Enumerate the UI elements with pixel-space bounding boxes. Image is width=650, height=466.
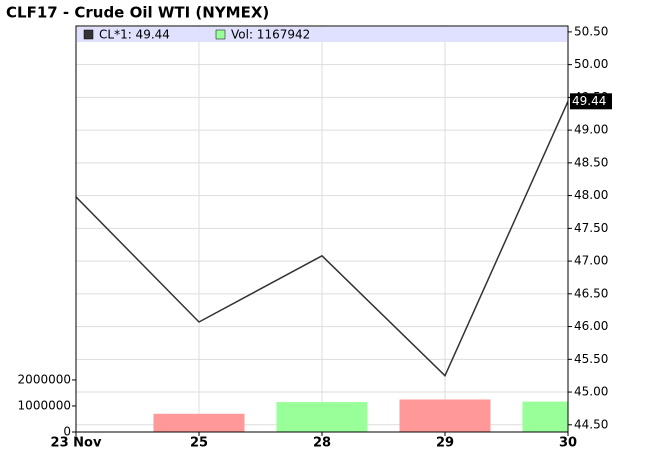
y2-tick-label: 49.00 <box>574 123 608 137</box>
legend-label: Vol: 1167942 <box>231 28 310 42</box>
y2-tick-label: 44.50 <box>574 417 608 431</box>
y2-tick-label: 48.50 <box>574 155 608 169</box>
y2-tick-label: 50.00 <box>574 57 608 71</box>
x-tick-label: 29 <box>436 436 454 451</box>
y2-tick-label: 48.00 <box>574 188 608 202</box>
y2-tick-label: 45.50 <box>574 352 608 366</box>
legend-swatch <box>83 29 94 40</box>
x-tick-label: 28 <box>313 436 331 451</box>
y2-tick-label: 47.00 <box>574 254 608 268</box>
volume-bar <box>399 399 491 432</box>
x-tick-label: 25 <box>190 436 208 451</box>
volume-bar <box>276 402 368 432</box>
legend-swatch <box>215 29 226 40</box>
y2-tick-label: 50.50 <box>574 24 608 38</box>
volume-bar <box>153 413 245 432</box>
last-price-label: 49.44 <box>572 94 606 108</box>
y-tick-label: 1000000 <box>18 398 71 412</box>
volume-bar <box>522 401 568 432</box>
y2-tick-label: 46.50 <box>574 286 608 300</box>
chart-title: CLF17 - Crude Oil WTI (NYMEX) <box>6 4 269 22</box>
x-tick-label: 23 Nov <box>51 436 102 451</box>
last-price-tag <box>570 93 612 110</box>
legend-label: CL*1: 49.44 <box>99 28 170 42</box>
price-line <box>76 100 568 377</box>
y2-tick-label: 45.00 <box>574 385 608 399</box>
legend-band <box>77 27 567 42</box>
y-tick-label: 0 <box>63 425 71 439</box>
x-tick-label: 30 <box>559 436 577 451</box>
y2-tick-label: 46.00 <box>574 319 608 333</box>
y2-tick-label: 47.50 <box>574 221 608 235</box>
y-tick-label: 2000000 <box>18 372 71 386</box>
